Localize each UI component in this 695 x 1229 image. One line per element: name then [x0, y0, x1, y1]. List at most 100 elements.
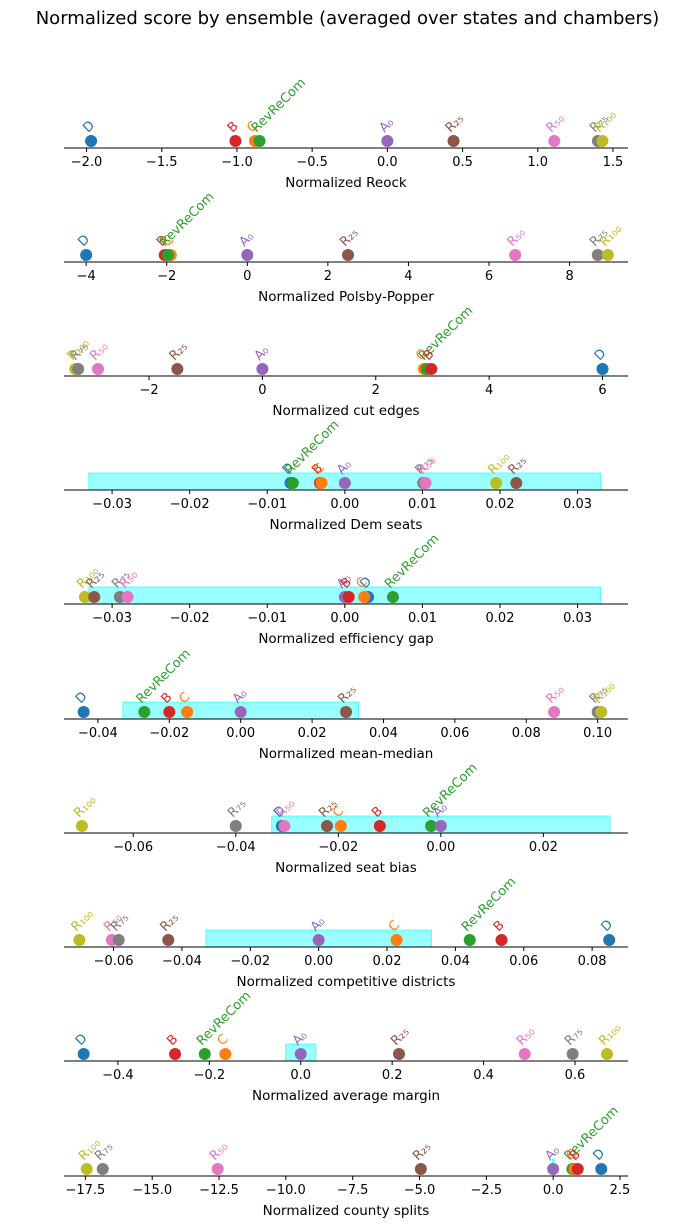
x-axis-label: Normalized county splits — [263, 1203, 430, 1219]
point-label-B: B — [225, 119, 242, 136]
point-C — [358, 591, 371, 603]
x-tick-label: 0.06 — [509, 954, 538, 969]
panel-4: −0.03 −0.02 −0.01 0.00 0.01 0.02 0.03 Normalize… — [64, 418, 628, 533]
x-tick-label: −0.04 — [78, 726, 118, 741]
point-B — [229, 135, 242, 147]
x-tick-label: 0.0 — [290, 1068, 311, 1083]
point-D — [85, 135, 98, 147]
point-label-D: D — [73, 1031, 91, 1049]
point-A0 — [547, 1163, 560, 1175]
x-axis-label: Normalized mean-median — [259, 746, 434, 762]
point-B — [425, 363, 438, 375]
point-A0 — [312, 934, 325, 946]
point-label-R50: R₅₀ — [543, 682, 567, 706]
x-tick-label: 0.02 — [486, 611, 515, 626]
x-tick-label: −0.02 — [149, 726, 189, 741]
point-B — [163, 706, 176, 718]
x-tick-label: 0.00 — [426, 840, 455, 855]
x-tick-label: 0.2 — [382, 1068, 403, 1083]
x-tick-label: 0.03 — [563, 497, 592, 512]
x-tick-label: 0 — [258, 383, 266, 398]
point-D — [595, 1163, 608, 1175]
point-R25 — [414, 1163, 427, 1175]
point-label-C: C — [215, 1032, 232, 1049]
point-R25 — [340, 706, 352, 718]
x-tick-label: 8 — [565, 269, 573, 284]
x-axis-label: Normalized Polsby-Popper — [258, 289, 434, 305]
point-R50 — [509, 249, 522, 261]
point-A0 — [256, 363, 269, 375]
point-R25 — [321, 820, 334, 832]
point-R50 — [121, 591, 134, 603]
x-tick-label: 0.00 — [330, 497, 359, 512]
x-tick-label: −2.0 — [71, 155, 103, 170]
x-tick-label: −2.5 — [471, 1183, 503, 1198]
x-tick-label: 0.6 — [565, 1068, 586, 1083]
point-RevReCom — [425, 820, 438, 832]
x-tick-label: 1.0 — [527, 155, 548, 170]
point-A0 — [338, 477, 351, 489]
x-tick-label: 0.03 — [563, 611, 592, 626]
point-label-R100: R₁₀₀ — [596, 1021, 624, 1049]
point-RevReCom — [386, 591, 399, 603]
point-R75 — [72, 363, 85, 375]
point-R100 — [75, 820, 88, 832]
x-tick-label: 0.01 — [408, 497, 437, 512]
x-tick-label: −0.06 — [113, 840, 153, 855]
point-label-R50: R₅₀ — [87, 339, 111, 363]
point-D — [80, 249, 93, 261]
point-C — [390, 934, 403, 946]
point-B — [571, 1163, 584, 1175]
x-tick-label: 6 — [485, 269, 493, 284]
point-R25 — [88, 591, 101, 603]
point-label-RevReCom: RevReCom — [249, 76, 309, 136]
point-R25 — [447, 135, 460, 147]
x-tick-label: 0.08 — [512, 726, 541, 741]
point-label-RevReCom: RevReCom — [382, 532, 442, 592]
x-tick-label: 0.02 — [298, 726, 327, 741]
point-label-A0: A₀ — [377, 115, 398, 136]
x-tick-label: 0.02 — [529, 840, 558, 855]
point-R50 — [518, 1048, 531, 1060]
x-tick-label: 6 — [598, 383, 606, 398]
x-axis-label: Normalized seat bias — [275, 860, 417, 876]
point-R75 — [112, 934, 125, 946]
point-label-R100: R₁₀₀ — [69, 907, 97, 935]
x-tick-label: 2 — [324, 269, 332, 284]
x-tick-label: −0.06 — [94, 954, 134, 969]
point-R50 — [419, 477, 432, 489]
panel-5: −0.03 −0.02 −0.01 0.00 0.01 0.02 0.03 Normalize… — [64, 532, 628, 647]
x-tick-label: −0.5 — [296, 155, 328, 170]
point-R25 — [393, 1048, 406, 1060]
point-label-RevReCom: RevReCom — [157, 190, 217, 250]
point-C — [219, 1048, 232, 1060]
point-label-A0: A₀ — [237, 229, 258, 250]
point-label-RevReCom: RevReCom — [459, 875, 519, 935]
x-tick-label: −4 — [77, 269, 96, 284]
x-tick-label: 0.02 — [373, 954, 402, 969]
x-tick-label: −7.5 — [337, 1183, 369, 1198]
point-label-R25: R₂₅ — [410, 1139, 434, 1163]
x-tick-label: −1.5 — [146, 155, 178, 170]
x-tick-label: 0.02 — [486, 497, 515, 512]
x-tick-label: 0.00 — [330, 611, 359, 626]
point-D — [596, 363, 609, 375]
point-R75 — [96, 1163, 109, 1175]
point-A0 — [234, 706, 247, 718]
point-R100 — [600, 1048, 613, 1060]
point-A0 — [434, 820, 447, 832]
point-R50 — [548, 135, 561, 147]
point-C — [181, 706, 194, 718]
point-D — [603, 934, 616, 946]
point-R75 — [229, 820, 242, 832]
point-label-R50: R₅₀ — [514, 1024, 538, 1048]
x-tick-label: −0.4 — [102, 1068, 134, 1083]
x-tick-label: −0.04 — [162, 954, 202, 969]
panel-9: −0.4 −0.2 0.0 0.2 0.4 0.6 Normalized average m… — [64, 989, 628, 1104]
figure-title: Normalized score by ensemble (averaged o… — [35, 8, 660, 29]
point-R100 — [73, 934, 86, 946]
point-R25 — [162, 934, 175, 946]
x-tick-label: 0.0 — [377, 155, 398, 170]
